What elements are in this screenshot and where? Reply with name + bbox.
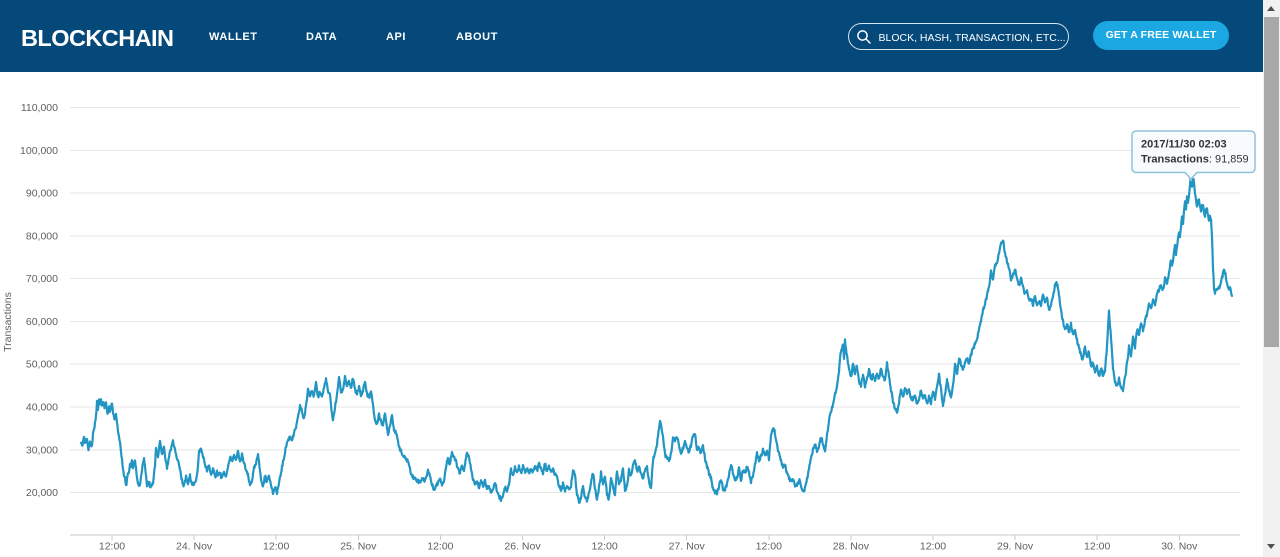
svg-text:Transactions: 91,859: Transactions: 91,859: [1141, 154, 1249, 166]
svg-text:12:00: 12:00: [756, 541, 782, 553]
svg-text:25. Nov: 25. Nov: [340, 541, 377, 553]
svg-text:12:00: 12:00: [1084, 541, 1110, 553]
svg-text:60,000: 60,000: [26, 316, 58, 328]
svg-text:12:00: 12:00: [99, 541, 125, 553]
svg-text:12:00: 12:00: [263, 541, 289, 553]
svg-text:26. Nov: 26. Nov: [504, 541, 541, 553]
svg-text:2017/11/30 02:03: 2017/11/30 02:03: [1141, 139, 1227, 151]
svg-text:80,000: 80,000: [26, 230, 58, 242]
svg-text:29. Nov: 29. Nov: [997, 541, 1034, 553]
svg-text:100,000: 100,000: [20, 145, 58, 157]
svg-text:12:00: 12:00: [920, 541, 946, 553]
svg-text:20,000: 20,000: [26, 487, 58, 499]
svg-text:24. Nov: 24. Nov: [176, 541, 213, 553]
svg-text:90,000: 90,000: [26, 188, 58, 200]
svg-text:50,000: 50,000: [26, 359, 58, 371]
svg-text:Transactions: Transactions: [2, 292, 14, 352]
svg-text:110,000: 110,000: [21, 102, 58, 114]
svg-text:28. Nov: 28. Nov: [833, 541, 870, 553]
svg-text:70,000: 70,000: [26, 273, 58, 285]
svg-text:30. Nov: 30. Nov: [1161, 541, 1198, 553]
svg-text:30,000: 30,000: [26, 444, 58, 456]
svg-text:40,000: 40,000: [26, 402, 58, 414]
svg-text:12:00: 12:00: [427, 541, 453, 553]
svg-text:27. Nov: 27. Nov: [669, 541, 706, 553]
svg-text:12:00: 12:00: [591, 541, 617, 553]
